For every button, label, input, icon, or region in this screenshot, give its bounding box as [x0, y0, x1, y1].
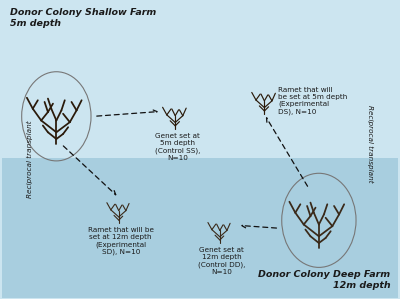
Text: Genet set at
5m depth
(Control SS),
N=10: Genet set at 5m depth (Control SS), N=10 — [154, 133, 200, 161]
Bar — [2, 158, 398, 298]
Text: Ramet that will
be set at 5m depth
(Experimental
DS), N=10: Ramet that will be set at 5m depth (Expe… — [278, 87, 348, 115]
Text: Genet set at
12m depth
(Control DD),
N=10: Genet set at 12m depth (Control DD), N=1… — [198, 247, 246, 274]
Text: Donor Colony Shallow Farm
5m depth: Donor Colony Shallow Farm 5m depth — [10, 8, 156, 28]
Bar — [2, 1, 398, 158]
Text: Donor Colony Deep Farm
12m depth: Donor Colony Deep Farm 12m depth — [258, 270, 390, 290]
Text: Reciprocal transplant: Reciprocal transplant — [26, 120, 33, 198]
Text: Ramet that will be
set at 12m depth
(Experimental
SD), N=10: Ramet that will be set at 12m depth (Exp… — [88, 227, 154, 255]
Text: Reciprocal transplant: Reciprocal transplant — [367, 105, 374, 183]
